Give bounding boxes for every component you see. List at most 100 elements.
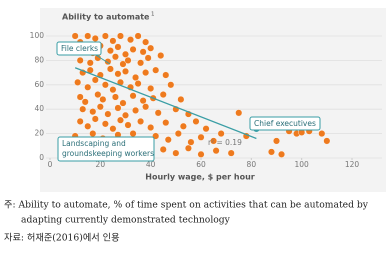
point [84,32,92,40]
point [132,73,140,81]
point [104,110,112,118]
point [121,111,129,119]
point [172,149,180,157]
point [162,119,170,127]
r-squared: r² = 0.19 [208,138,242,147]
source: 자료: 허재준(2016)에서 인용 [4,233,120,244]
point [134,32,142,40]
point [99,95,107,103]
x-tick-label: 0 [48,160,53,169]
point [139,97,147,105]
point [74,78,82,86]
point [129,45,137,53]
point [177,95,185,103]
point [76,93,84,101]
y-tick-label: 80 [34,55,44,64]
point [323,137,331,145]
point [76,117,84,125]
y-tick-label: 60 [34,80,44,89]
point [79,105,87,113]
point [91,115,99,123]
point [202,125,210,133]
point [154,109,162,117]
y-tick-label: 0 [39,153,44,162]
note: adapting currently demonstrated technolo… [21,215,231,226]
point [121,67,129,75]
point [162,71,170,79]
point [318,130,326,138]
point [147,44,155,52]
trendline [74,67,257,140]
point [114,70,122,78]
annotation: groundskeeping workers [62,149,154,158]
point [147,123,155,131]
point [159,145,167,153]
y-tick-label: 100 [30,31,45,40]
point [134,80,142,88]
x-axis-label: Hourly wage, $ per hour [145,173,254,182]
point [273,137,281,145]
point [167,81,175,89]
point [101,32,109,40]
point [159,91,167,99]
point [119,99,127,107]
x-tick-label: 120 [345,160,360,169]
x-tick-label: 40 [146,160,156,169]
point [106,47,114,55]
point [278,150,286,158]
point [129,130,137,138]
point [111,53,119,61]
point [119,60,127,68]
point [142,103,150,111]
point [109,125,117,133]
point [210,137,218,145]
footnote-mark: 1 [151,12,155,18]
point [217,130,225,138]
point [71,32,79,40]
point [142,69,150,77]
point [116,116,124,124]
point [197,150,205,158]
point [144,54,152,62]
point [89,108,97,116]
y-tick-label: 20 [34,129,44,138]
point [114,104,122,112]
point [84,122,92,130]
point [91,76,99,84]
point [81,98,89,106]
point [137,117,145,125]
x-tick-label: 100 [295,160,310,169]
point [235,109,243,117]
point [96,103,104,111]
annotation: Landscaping and [62,139,126,148]
point [187,138,195,146]
point [267,148,275,156]
point [142,38,150,46]
point [157,52,165,60]
point [86,59,94,67]
y-tick-label: 40 [34,104,44,113]
point [164,136,172,144]
x-tick-label: 20 [96,160,106,169]
point [147,84,155,92]
y-axis-label: Ability to automate [62,13,150,22]
point [109,86,117,94]
point [106,65,114,73]
annotations: File clerks Chief executives Landscaping… [56,41,321,162]
point [124,121,132,129]
point [124,56,132,64]
point [127,36,135,44]
point [121,50,129,58]
point [94,91,102,99]
point [101,81,109,89]
label-box [249,116,321,131]
point [114,43,122,51]
point [212,147,220,155]
point [137,59,145,67]
point [91,34,99,42]
point [227,149,235,157]
point [197,133,205,141]
annotation: File clerks [61,44,98,53]
